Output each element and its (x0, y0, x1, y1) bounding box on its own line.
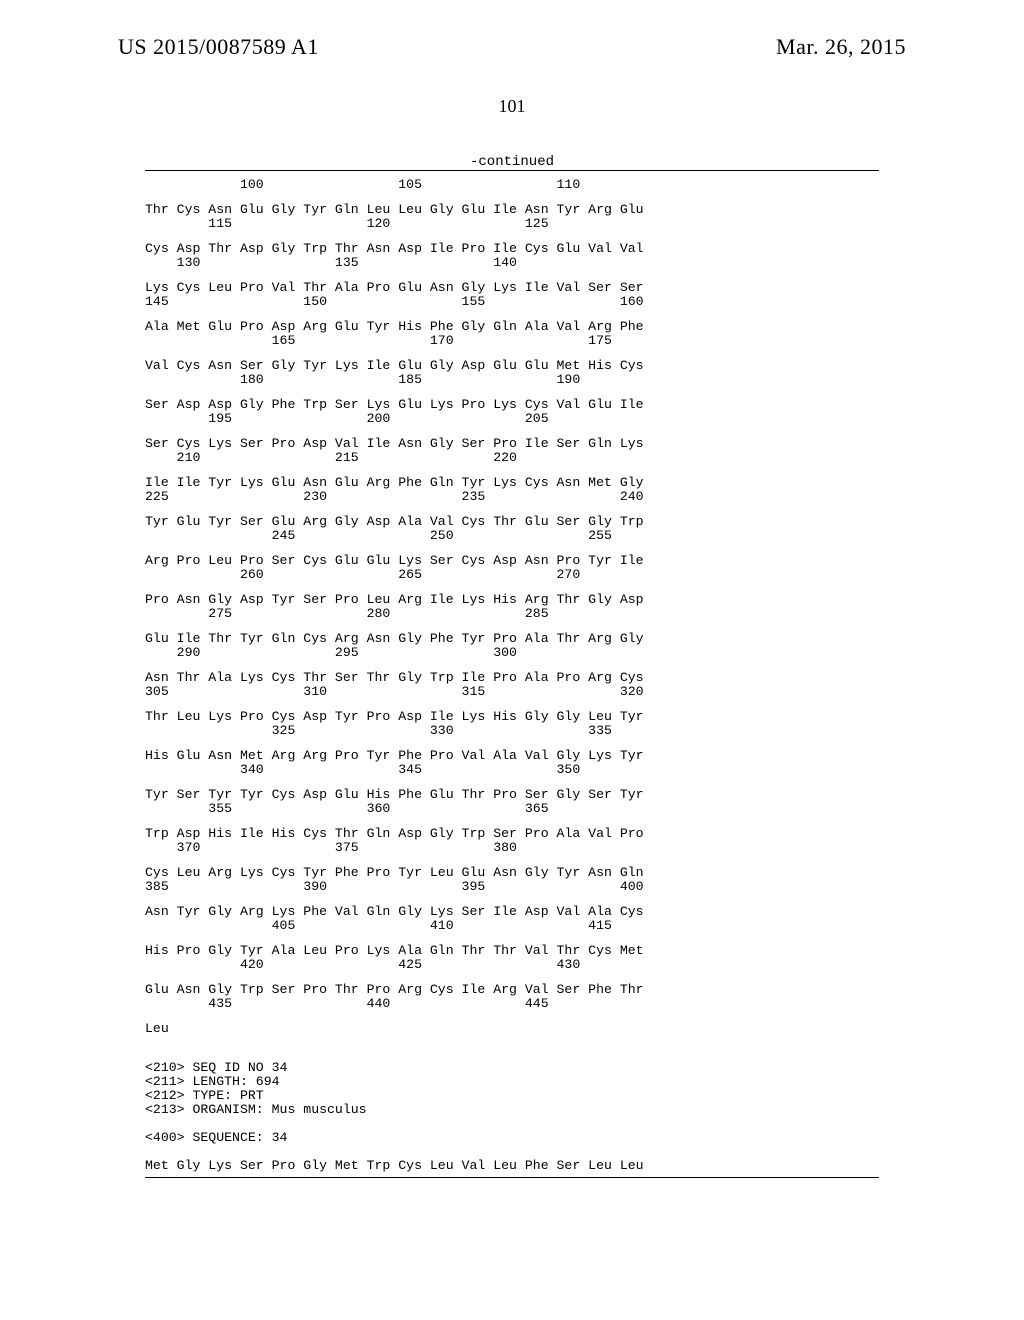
seq-aa-row: Ala Met Glu Pro Asp Arg Glu Tyr His Phe … (145, 320, 879, 334)
seq-num-row: 340 345 350 (145, 763, 879, 777)
seq-footer-line: Met Gly Lys Ser Pro Gly Met Trp Cys Leu … (145, 1159, 879, 1173)
seq-num-row: 115 120 125 (145, 217, 879, 231)
seq-aa-row: Thr Cys Asn Glu Gly Tyr Gln Leu Leu Gly … (145, 203, 879, 217)
seq-footer-line (145, 1145, 879, 1159)
seq-aa-row: Glu Ile Thr Tyr Gln Cys Arg Asn Gly Phe … (145, 632, 879, 646)
seq-footer-line: <210> SEQ ID NO 34 (145, 1061, 879, 1075)
seq-num-row: 165 170 175 (145, 334, 879, 348)
seq-aa-row: His Pro Gly Tyr Ala Leu Pro Lys Ala Gln … (145, 944, 879, 958)
seq-num-row: 100 105 110 (145, 178, 879, 192)
header-publication-number: US 2015/0087589 A1 (118, 34, 319, 60)
seq-footer-line: <212> TYPE: PRT (145, 1089, 879, 1103)
seq-aa-row: Asn Tyr Gly Arg Lys Phe Val Gln Gly Lys … (145, 905, 879, 919)
seq-num-row: 260 265 270 (145, 568, 879, 582)
seq-num-row: 290 295 300 (145, 646, 879, 660)
seq-num-row: 275 280 285 (145, 607, 879, 621)
rule-bottom (145, 1177, 879, 1178)
seq-num-row: 210 215 220 (145, 451, 879, 465)
sequence-block: 100 105 110 Thr Cys Asn Glu Gly Tyr Gln L… (145, 178, 879, 1173)
seq-aa-row: Arg Pro Leu Pro Ser Cys Glu Glu Lys Ser … (145, 554, 879, 568)
seq-aa-row: Cys Asp Thr Asp Gly Trp Thr Asn Asp Ile … (145, 242, 879, 256)
seq-aa-row: Thr Leu Lys Pro Cys Asp Tyr Pro Asp Ile … (145, 710, 879, 724)
seq-aa-row: Tyr Glu Tyr Ser Glu Arg Gly Asp Ala Val … (145, 515, 879, 529)
header-date: Mar. 26, 2015 (776, 34, 906, 60)
seq-num-row: 370 375 380 (145, 841, 879, 855)
seq-num-row: 245 250 255 (145, 529, 879, 543)
seq-num-row: 145 150 155 160 (145, 295, 879, 309)
row-spacer (145, 1011, 879, 1022)
seq-aa-row: Ser Cys Lys Ser Pro Asp Val Ile Asn Gly … (145, 437, 879, 451)
page-number: 101 (0, 96, 1024, 117)
seq-footer-line (145, 1047, 879, 1061)
seq-aa-row: Asn Thr Ala Lys Cys Thr Ser Thr Gly Trp … (145, 671, 879, 685)
seq-footer-line: <213> ORGANISM: Mus musculus (145, 1103, 879, 1117)
seq-aa-row: Trp Asp His Ile His Cys Thr Gln Asp Gly … (145, 827, 879, 841)
seq-aa-row: Cys Leu Arg Lys Cys Tyr Phe Pro Tyr Leu … (145, 866, 879, 880)
seq-num-row: 405 410 415 (145, 919, 879, 933)
seq-num-row: 225 230 235 240 (145, 490, 879, 504)
seq-aa-row: Leu (145, 1022, 879, 1036)
seq-footer-line (145, 1117, 879, 1131)
seq-aa-row: Pro Asn Gly Asp Tyr Ser Pro Leu Arg Ile … (145, 593, 879, 607)
seq-num-row: 435 440 445 (145, 997, 879, 1011)
seq-footer-line: <400> SEQUENCE: 34 (145, 1131, 879, 1145)
rule-top (145, 170, 879, 171)
seq-aa-row: Tyr Ser Tyr Tyr Cys Asp Glu His Phe Glu … (145, 788, 879, 802)
seq-aa-row: His Glu Asn Met Arg Arg Pro Tyr Phe Pro … (145, 749, 879, 763)
seq-num-row: 420 425 430 (145, 958, 879, 972)
seq-num-row: 305 310 315 320 (145, 685, 879, 699)
seq-aa-row: Glu Asn Gly Trp Ser Pro Thr Pro Arg Cys … (145, 983, 879, 997)
seq-num-row: 385 390 395 400 (145, 880, 879, 894)
continued-label: -continued (0, 154, 1024, 170)
seq-num-row: 325 330 335 (145, 724, 879, 738)
seq-aa-row: Ile Ile Tyr Lys Glu Asn Glu Arg Phe Gln … (145, 476, 879, 490)
seq-aa-row: Lys Cys Leu Pro Val Thr Ala Pro Glu Asn … (145, 281, 879, 295)
page: US 2015/0087589 A1 Mar. 26, 2015 101 -co… (0, 0, 1024, 1320)
seq-num-row: 355 360 365 (145, 802, 879, 816)
seq-aa-row: Ser Asp Asp Gly Phe Trp Ser Lys Glu Lys … (145, 398, 879, 412)
seq-num-row: 130 135 140 (145, 256, 879, 270)
seq-footer-line: <211> LENGTH: 694 (145, 1075, 879, 1089)
row-spacer (145, 1036, 879, 1047)
seq-aa-row: Val Cys Asn Ser Gly Tyr Lys Ile Glu Gly … (145, 359, 879, 373)
seq-num-row: 195 200 205 (145, 412, 879, 426)
seq-num-row: 180 185 190 (145, 373, 879, 387)
